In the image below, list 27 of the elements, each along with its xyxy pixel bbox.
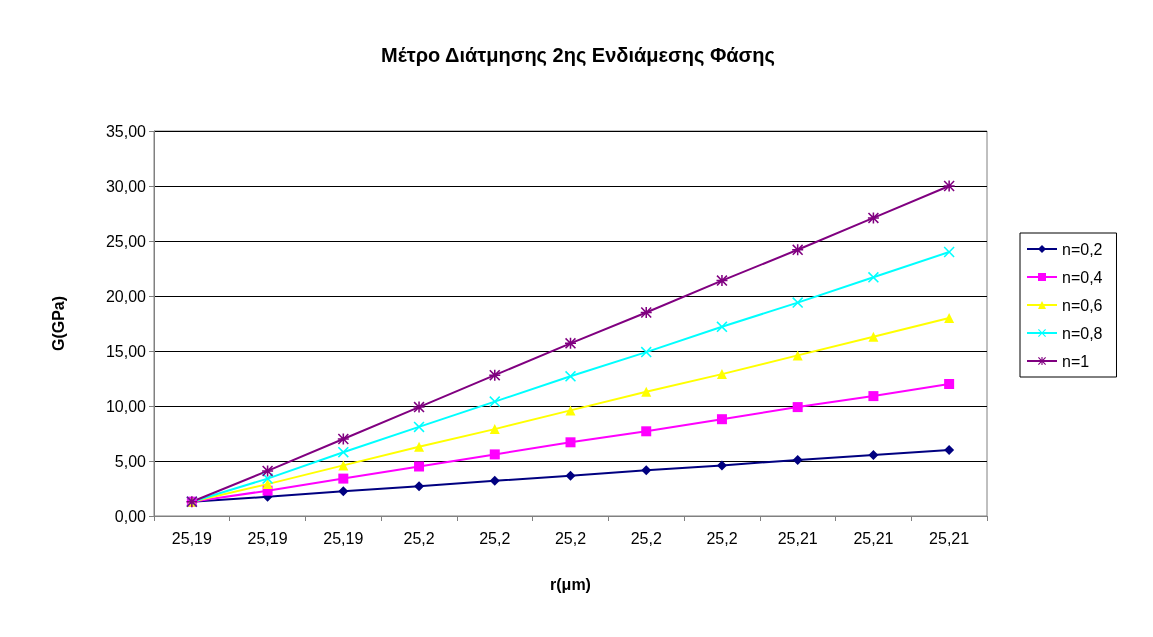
legend-label: n=1 — [1062, 352, 1090, 370]
chart-title: Μέτρο Διάτμησης 2ης Ενδιάμεσης Φάσης — [381, 44, 775, 66]
y-tick-label: 25,00 — [105, 232, 147, 250]
y-tick-label: 15,00 — [105, 342, 147, 360]
legend-label: n=0,4 — [1062, 268, 1103, 286]
y-tick-label: 10,00 — [105, 397, 147, 415]
x-tick-label: 25,2 — [706, 529, 738, 547]
y-tick-label: 5,00 — [114, 452, 147, 470]
y-tick-label: 35,00 — [105, 122, 147, 140]
legend-label: n=0,2 — [1062, 240, 1103, 258]
x-tick-label: 25,2 — [479, 529, 511, 547]
y-axis-title: G(GPa) — [49, 295, 67, 352]
x-tick-label: 25,2 — [630, 529, 662, 547]
legend-label: n=0,8 — [1062, 324, 1103, 342]
x-tick-label: 25,2 — [403, 529, 435, 547]
x-tick-label: 25,19 — [171, 529, 212, 547]
x-tick-label: 25,21 — [853, 529, 894, 547]
legend-label: n=0,6 — [1062, 296, 1103, 314]
y-tick-label: 20,00 — [105, 287, 147, 305]
x-axis-title: r(μm) — [550, 575, 591, 593]
x-tick-label: 25,2 — [554, 529, 587, 547]
x-tick-label: 25,21 — [929, 529, 970, 547]
x-tick-label: 25,19 — [247, 529, 288, 547]
x-tick-label: 25,19 — [323, 529, 364, 547]
x-tick-label: 25,21 — [777, 529, 818, 547]
y-tick-label: 30,00 — [105, 177, 147, 195]
y-tick-label: 0,00 — [114, 507, 147, 525]
